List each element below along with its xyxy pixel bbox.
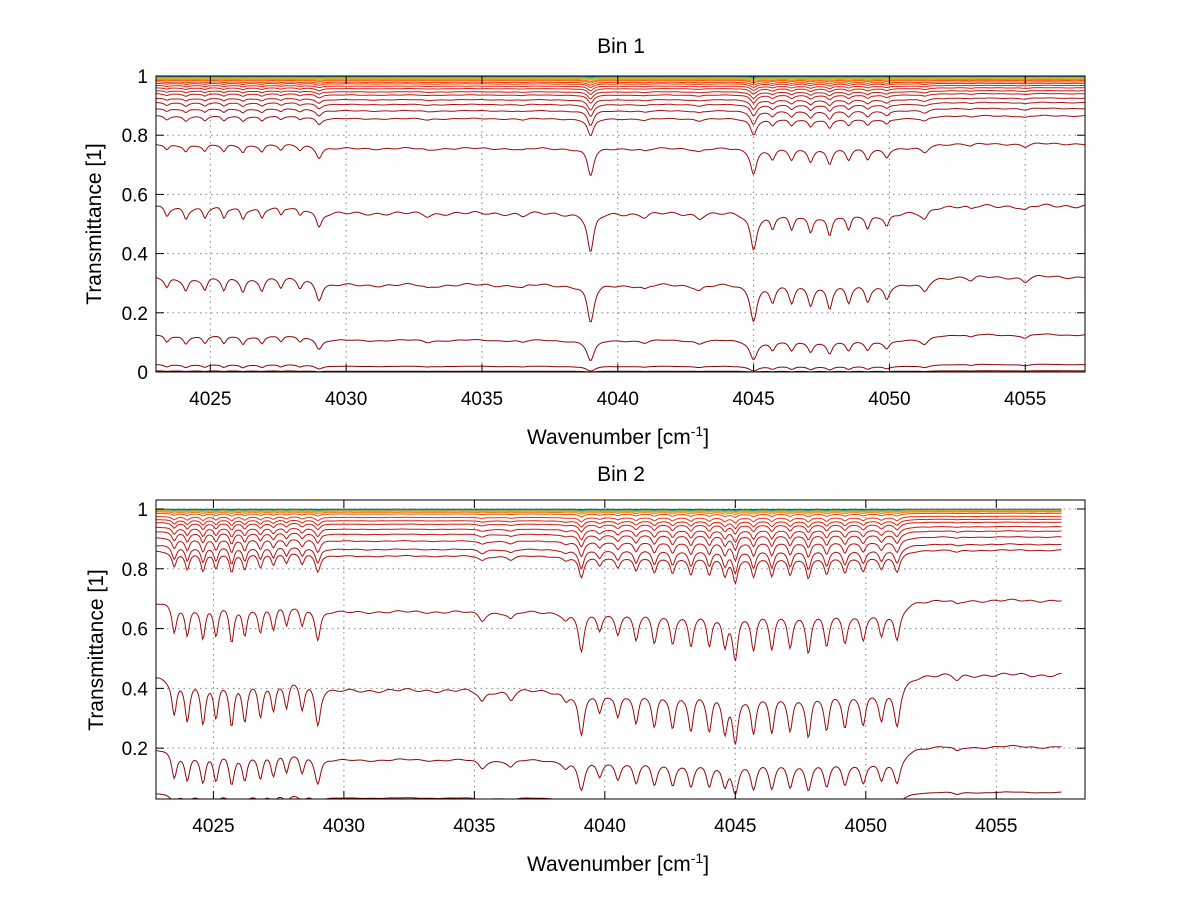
bin1-series-line	[156, 79, 1085, 84]
bin2-series-line	[156, 512, 1062, 519]
bin1-title: Bin 1	[597, 35, 645, 58]
bin1-series-line	[156, 92, 1085, 104]
bin1-series-line	[155, 275, 1086, 323]
bin2-title: Bin 2	[597, 463, 645, 486]
bin2-x-tick-label: 4050	[845, 816, 887, 837]
bin2-x-tick-label: 4030	[323, 816, 365, 837]
bin1-x-tick-label: 4040	[597, 389, 639, 410]
bin2-series-line	[156, 543, 1062, 575]
bin1-y-tick-label: 1	[137, 67, 148, 88]
bin2-series-line	[155, 598, 1062, 662]
bin1-series-line	[155, 101, 1086, 117]
bin1-series	[155, 75, 1086, 373]
bin2-x-tick-label: 4035	[453, 816, 495, 837]
bin1-series-line	[155, 97, 1086, 111]
bin1-series-line	[156, 77, 1085, 79]
bin2-series-line	[156, 536, 1062, 562]
bin2-series-line	[155, 745, 1062, 796]
bin2-y-tick-label: 0.4	[122, 679, 149, 700]
bin2-y-axis-label: Transmittance [1]	[85, 569, 108, 730]
bin2-x-axis-label-main: Wavenumber [cm	[527, 853, 691, 876]
bin2-series-line	[156, 518, 1062, 530]
bin2-x-axis-label-end: ]	[703, 853, 709, 876]
bin1-x-axis-label: Wavenumber [cm-1]	[527, 423, 709, 449]
bin2-x-tick-label: 4040	[584, 816, 626, 837]
bin2-series	[155, 508, 1062, 800]
bin2-ticks: 4025 4030 4035 4040 4045 4050 4055 0.2 0.4 0.6 0.8…	[122, 500, 1085, 837]
bin1-series-line	[156, 114, 1085, 136]
bin1-x-tick-label: 4055	[1004, 389, 1046, 410]
bin1-x-tick-label: 4050	[868, 389, 910, 410]
bin2-series-line	[155, 672, 1062, 745]
bin1-x-tick-label: 4035	[461, 389, 503, 410]
bin2-x-axis-label: Wavenumber [cm-1]	[527, 850, 709, 876]
bin1-series-line	[155, 370, 1085, 373]
bin2-series-line	[155, 525, 1062, 544]
bin1-series-line	[155, 107, 1086, 126]
bin2-y-tick-label: 0.8	[122, 560, 148, 581]
bin1-x-axis-label-sup: -1	[691, 423, 704, 439]
bin1-series-line	[155, 363, 1085, 372]
bin2-series-line	[156, 530, 1062, 552]
bin1-x-axis-label-end: ]	[703, 426, 709, 449]
bin2-y-tick-label: 1	[137, 500, 148, 521]
bin1-y-axis-label: Transmittance [1]	[83, 143, 106, 304]
bin1-ticks: 4025 4030 4035 4040 4045 4050 4055 0 0.2 0.4 0.6 0.…	[122, 67, 1085, 410]
bin2-x-tick-label: 4025	[192, 816, 234, 837]
bin1-series-line	[156, 78, 1085, 81]
bin2-axes-box	[155, 499, 1086, 800]
bin1-x-tick-label: 4025	[189, 389, 231, 410]
bin2-series-line	[156, 511, 1062, 516]
bin1-y-tick-label: 0.2	[122, 304, 148, 325]
bin1-series-line	[156, 84, 1085, 92]
bin1-series-line	[156, 89, 1085, 100]
bin1-series-line	[156, 78, 1085, 82]
bin1-x-axis-label-main: Wavenumber [cm	[527, 426, 691, 449]
bin2-series-line	[156, 515, 1062, 524]
bin2-series-line	[156, 510, 1062, 514]
bin2-series-line	[156, 521, 1062, 535]
bin1-series-line	[155, 87, 1086, 95]
bin2-x-axis-label-sup: -1	[691, 850, 704, 866]
bin1-series-line	[155, 82, 1085, 88]
bin1-y-tick-label: 0.4	[122, 245, 149, 266]
bin1-series-line	[155, 142, 1086, 176]
bin1-series-line	[155, 203, 1086, 252]
bin1-panel: Bin 1 4025 4030 4035 4040 4045 4050 4055 0 0.2 0.…	[83, 35, 1086, 449]
bin1-y-tick-label: 0	[137, 363, 148, 384]
bin1-y-tick-label: 0.8	[122, 126, 148, 147]
bin2-y-tick-label: 0.6	[122, 620, 148, 641]
bin1-y-tick-label: 0.6	[122, 185, 148, 206]
bin2-x-tick-label: 4045	[714, 816, 756, 837]
bin2-y-tick-label: 0.2	[122, 739, 148, 760]
bin2-series-line	[155, 549, 1062, 585]
bin1-x-tick-label: 4045	[732, 389, 774, 410]
bin2-panel: Bin 2 4025 4030 4035 4040 4045 4050 4055 0.2 0.4…	[85, 463, 1086, 876]
bin1-axes-box	[155, 75, 1086, 373]
bin1-series-line	[156, 77, 1085, 80]
bin2-x-tick-label: 4055	[975, 816, 1017, 837]
bin1-x-tick-label: 4030	[325, 389, 367, 410]
bin1-series-line	[156, 333, 1086, 361]
bin1-series-line	[156, 81, 1085, 86]
